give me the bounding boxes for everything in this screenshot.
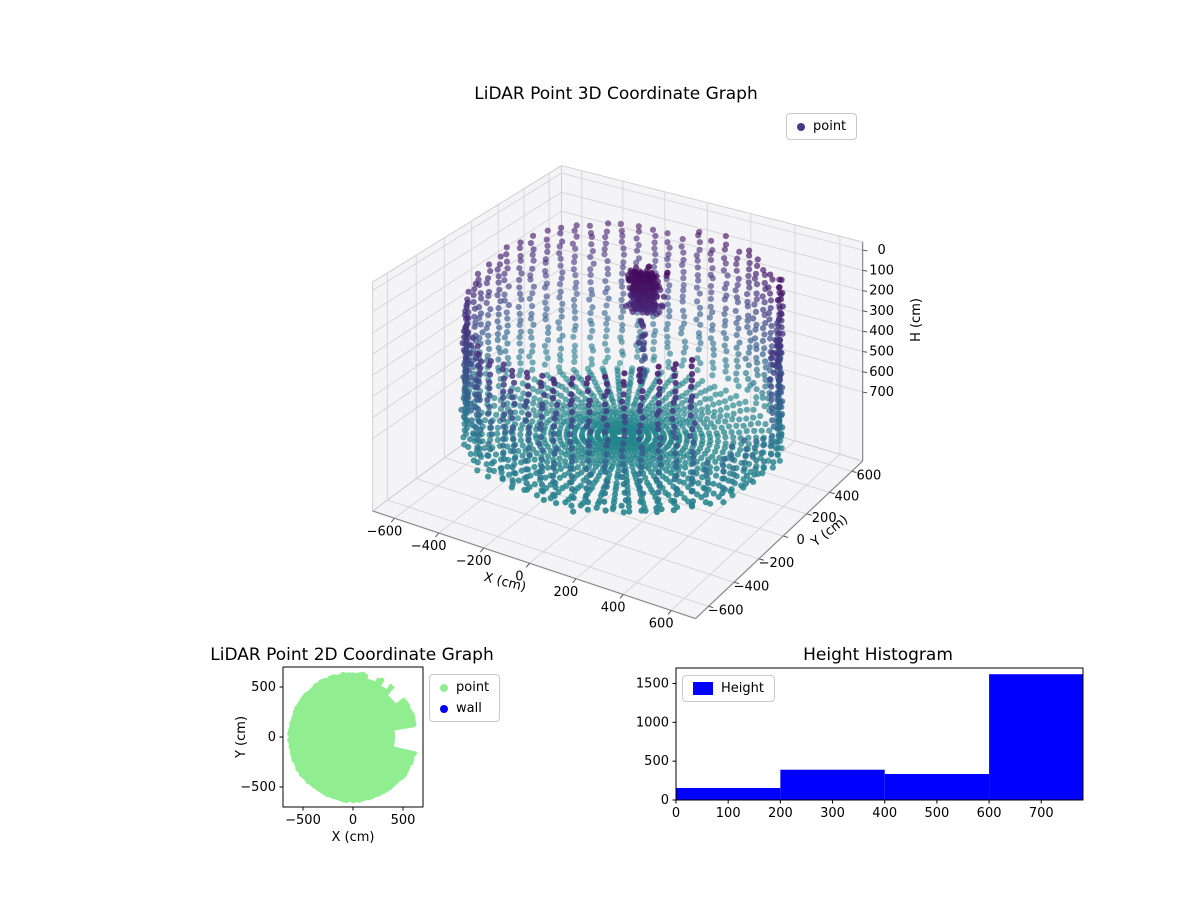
plot2d-title: LiDAR Point 2D Coordinate Graph	[210, 645, 494, 665]
scatter-marker-icon	[440, 704, 448, 713]
legend-item-point: point	[440, 679, 489, 696]
histogram-legend: Height	[682, 675, 775, 702]
legend-label: point	[456, 680, 490, 695]
plot3d-title: LiDAR Point 3D Coordinate Graph	[474, 84, 758, 104]
plot3d-legend: point	[786, 113, 858, 140]
scatter-marker-icon	[797, 122, 805, 131]
legend-label: point	[813, 119, 847, 134]
bar-patch-icon	[693, 682, 713, 695]
legend-item-height: Height	[693, 680, 764, 697]
plot2d-legend: point wall	[429, 674, 501, 722]
legend-item-wall: wall	[440, 700, 489, 717]
histogram-title: Height Histogram	[803, 645, 953, 665]
legend-label: Height	[721, 681, 764, 696]
legend-label: wall	[456, 701, 482, 716]
legend-item-point: point	[797, 118, 846, 135]
scatter-marker-icon	[440, 683, 448, 692]
